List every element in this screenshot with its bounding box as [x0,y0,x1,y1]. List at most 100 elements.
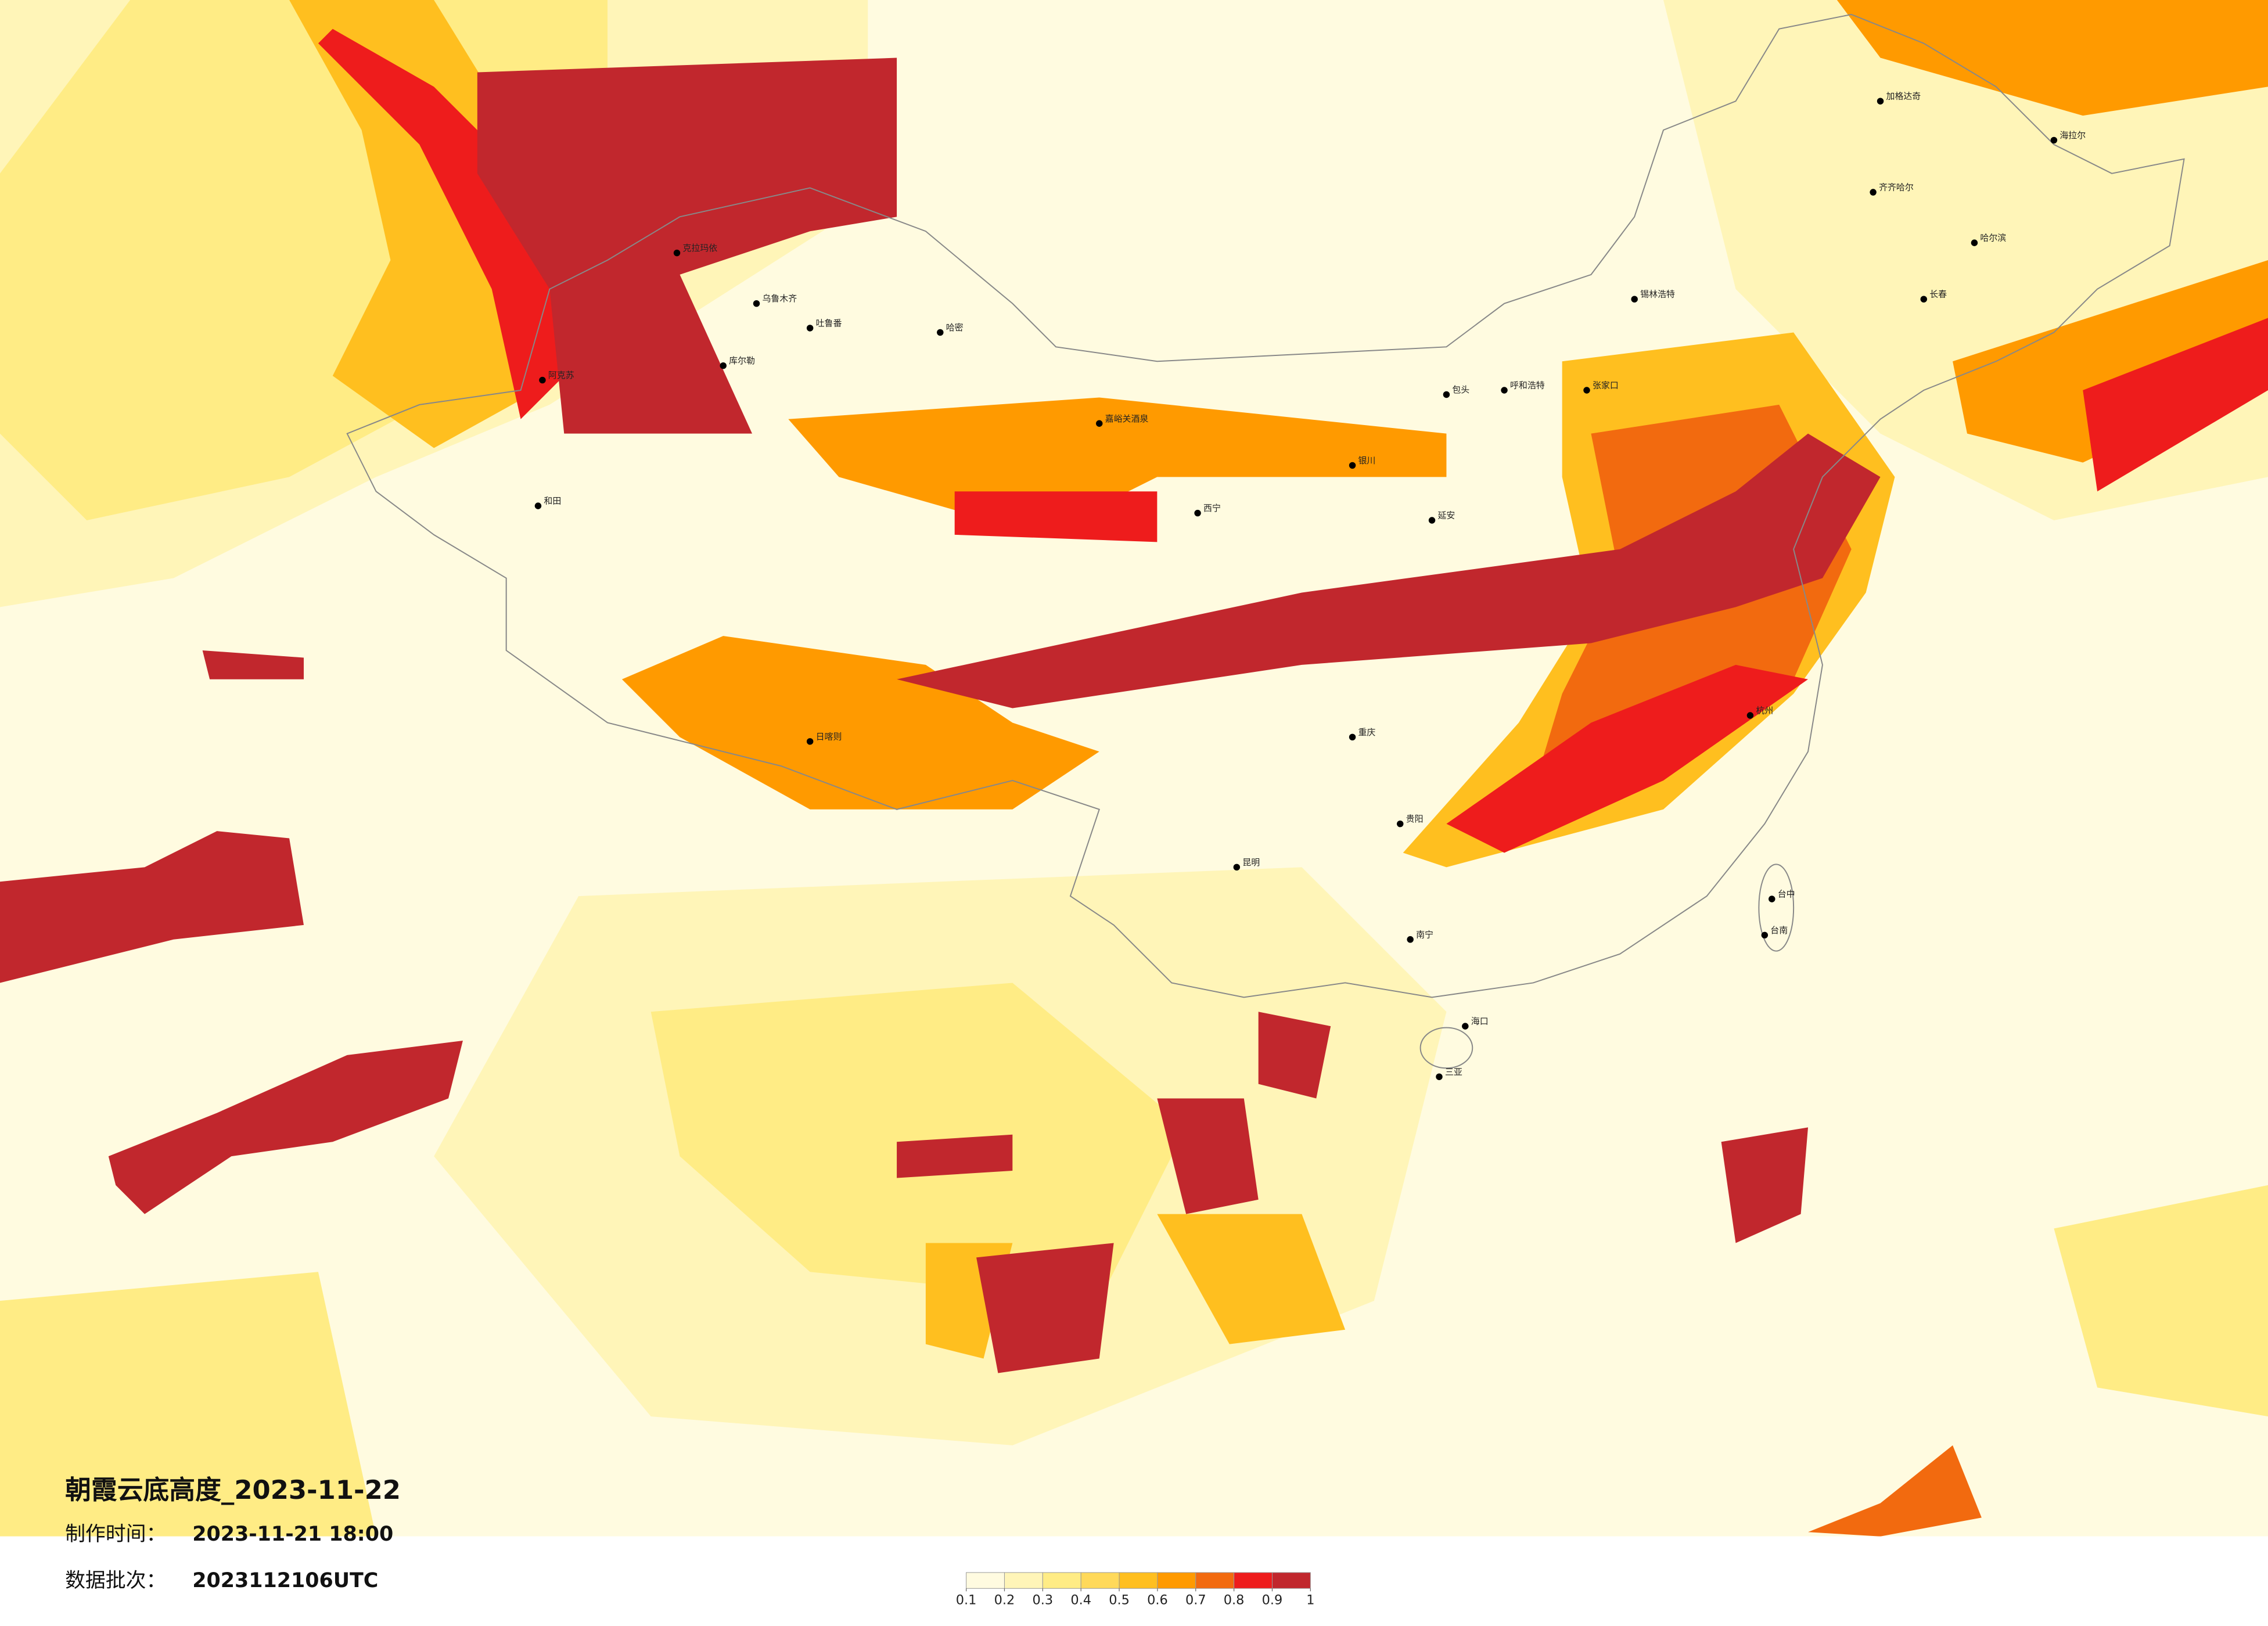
legend-swatch [1157,1572,1196,1589]
cloud-area [621,636,1099,810]
city-dot [1233,864,1241,871]
city-dot [1436,1073,1443,1080]
cloud-area [1836,0,2268,116]
city-label: 哈尔滨 [1980,233,2006,243]
city-dot [1096,420,1103,427]
legend-swatch [1234,1572,1273,1589]
city-label: 呼和浩特 [1510,380,1545,391]
cloud-area [318,28,565,419]
legend-tick-label: 0.1 [956,1593,977,1608]
cloud-area [1721,1127,1809,1243]
info-label: 数据批次： [65,1569,166,1592]
city-dot [753,300,760,307]
cloud-area [897,1134,1013,1178]
borders [346,13,2185,1069]
city-label: 杭州 [1756,706,1773,716]
legend: 0.1 0.2 0.3 0.4 0.5 0.6 0.7 0.8 0.9 1 [956,1572,1314,1608]
island-border [1419,1027,1473,1069]
city-dot [806,738,814,745]
city-label: 齐齐哈尔 [1879,182,1914,193]
country-border [346,13,2185,998]
legend-tick-label: 1 [1306,1593,1314,1608]
island-border [1758,864,1795,952]
legend-tick-label: 0.9 [1262,1593,1283,1608]
city-label: 贵阳 [1406,814,1424,824]
city-label: 加格达奇 [1886,91,1921,102]
city-dot [1428,517,1436,524]
city-dot [1349,733,1356,741]
city-label: 延安 [1437,510,1455,521]
city-label: 昆明 [1242,857,1260,868]
city-label: 和田 [544,496,561,506]
cloud-area [1258,1012,1331,1099]
city-label: 海拉尔 [2059,130,2086,141]
legend-swatch [1271,1572,1311,1589]
legend-tick-label: 0.3 [1033,1593,1054,1608]
city-label: 西宁 [1203,503,1221,513]
cloud-area [1157,1214,1346,1344]
city-dot [1397,820,1404,828]
city-dot [806,325,814,332]
city-label: 张家口 [1593,380,1619,391]
cloud-area [788,397,1447,535]
cloud-layer [0,0,2268,1537]
city-label: 长春 [1929,289,1947,300]
city-label: 吐鲁番 [816,318,842,329]
legend-tick-label: 0.6 [1147,1593,1168,1608]
city-dot [1443,391,1450,398]
cloud-area [477,57,897,434]
city-label: 台中 [1778,889,1795,900]
city-dot [1870,189,1877,196]
city-label: 嘉峪关酒泉 [1105,413,1149,424]
city-label: 日喀则 [816,731,842,742]
cloud-area [1446,664,1809,853]
legend-tick-label: 0.8 [1224,1593,1245,1608]
city-label: 库尔勒 [729,355,755,366]
legend-tick-label: 0.4 [1070,1593,1091,1608]
city-dot [1631,296,1638,303]
info-label: 制作时间： [65,1523,166,1546]
city-dot [1194,509,1201,517]
cloud-area [1157,1098,1259,1214]
info-value: 2023-11-21 18:00 [192,1523,393,1546]
city-dot [1920,296,1928,303]
legend-tick-label: 0.5 [1109,1593,1130,1608]
city-dot [937,329,944,336]
map-title: 朝霞云底高度_2023-11-22 [65,1474,401,1505]
info-value: 2023112106UTC [192,1569,378,1592]
city-label: 南宁 [1416,929,1433,940]
city-label: 包头 [1452,384,1469,395]
city-dot [1971,239,1978,246]
city-dot [539,376,546,384]
city-dot [720,362,727,369]
cloud-area [2054,1185,2268,1417]
cloud-area [976,1243,1114,1373]
city-label: 台南 [1770,925,1788,936]
legend-tick-label: 0.2 [994,1593,1015,1608]
city-label: 重庆 [1358,727,1376,738]
city-label: 三亚 [1445,1067,1462,1077]
legend-swatch [1042,1572,1081,1589]
city-dot [1877,98,1884,105]
cloud-area [0,1272,376,1537]
city-dot [1583,387,1590,394]
city-dot [1769,895,1775,902]
city-dot [1501,387,1508,394]
city-dot [2050,136,2058,144]
cloud-area [954,491,1158,542]
legend-swatch [1080,1572,1120,1589]
city-label: 哈密 [946,322,964,333]
city-dot [1746,712,1754,719]
legend-swatch [1119,1572,1158,1589]
legend-tick-label: 0.7 [1185,1593,1206,1608]
city-dot [1462,1023,1469,1030]
city-dot [1407,936,1414,943]
city-label: 阿克苏 [548,370,574,380]
cloud-area [108,1041,463,1214]
cloud-area [2083,318,2268,492]
cloud-area [0,831,304,983]
